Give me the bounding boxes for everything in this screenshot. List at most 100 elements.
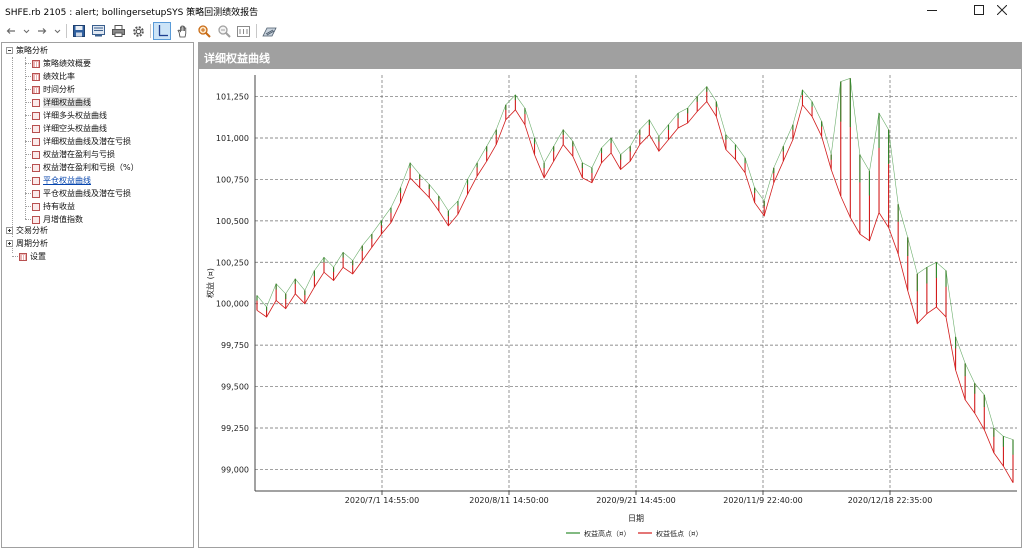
line-chart-icon	[32, 137, 40, 146]
collapse-icon[interactable]	[6, 47, 13, 54]
y-tick-label: 101,250	[216, 93, 249, 102]
line-chart-icon	[32, 215, 40, 224]
zoom-out-button[interactable]	[216, 22, 232, 40]
tree-node-item[interactable]: 时间分析	[32, 83, 75, 96]
print-button[interactable]	[110, 22, 126, 40]
equity-low-line	[256, 100, 1014, 483]
zoom-out-icon	[217, 24, 231, 38]
tree-guide-line	[25, 76, 33, 77]
tree-node-item[interactable]: 月增值指数	[32, 213, 83, 226]
dropdown-icon	[54, 29, 60, 34]
tree-node-label: 详细权益曲线	[43, 97, 91, 108]
export-icon	[261, 27, 277, 37]
export-button[interactable]	[260, 22, 278, 40]
cursor-icon	[158, 25, 168, 37]
equity-high-line	[256, 77, 1014, 440]
tree-guide-line	[12, 57, 13, 237]
line-chart-icon	[32, 111, 40, 120]
y-tick-label: 100,250	[216, 258, 249, 267]
tree-guide-line	[25, 167, 33, 168]
toolbar-separator	[150, 24, 151, 38]
y-tick-label: 99,500	[221, 383, 249, 392]
panel-header: 详细权益曲线	[199, 43, 1021, 69]
y-tick-label: 100,000	[216, 300, 249, 309]
tree-node-item[interactable]: 权益潜在盈利与亏损	[32, 148, 115, 161]
tree-guide-line	[12, 256, 20, 257]
tree-node-label: 详细权益曲线及潜在亏损	[43, 137, 131, 146]
minimize-button[interactable]	[910, 0, 954, 20]
tree-node-item[interactable]: 权益潜在盈利和亏损（%）	[32, 161, 139, 174]
line-chart-icon	[32, 150, 40, 159]
tree-node-item[interactable]: 详细权益曲线	[32, 96, 91, 109]
y-tick-label: 99,250	[221, 424, 249, 433]
line-chart-icon	[32, 202, 40, 211]
cursor-tool-button[interactable]	[153, 22, 171, 40]
tree-node-period-analysis[interactable]: 周期分析	[6, 237, 48, 250]
line-chart-icon	[32, 98, 40, 107]
table-icon	[32, 85, 40, 94]
tree-node-item[interactable]: 详细多头权益曲线	[32, 109, 107, 122]
y-tick-label: 100,500	[216, 217, 249, 226]
tree-node-label: 设置	[30, 252, 46, 261]
chart-view-icon	[236, 25, 250, 37]
title-bar: SHFE.rb 2105 : alert; bollingersetupSYS …	[0, 0, 1024, 20]
y-tick-label: 99,750	[221, 341, 249, 350]
tree-node-item[interactable]: 平仓权益曲线及潜在亏损	[32, 187, 131, 200]
tree-node-item[interactable]: 策略绩效概要	[32, 57, 91, 70]
tree-node-strategy-analysis[interactable]: 策略分析	[6, 44, 48, 57]
legend-label-high: 权益高点（¤）	[584, 529, 630, 538]
navigation-tree: 策略分析 交易分析 周期分析 设置 策略绩效概要 绩效比率 时间分析 详细权益曲线 详细…	[1, 42, 194, 548]
tree-node-trade-analysis[interactable]: 交易分析	[6, 224, 48, 237]
line-chart-icon	[32, 163, 40, 172]
x-tick-label: 2020/12/18 22:35:00	[848, 496, 933, 505]
x-tick-label: 2020/8/11 14:50:00	[469, 496, 549, 505]
tree-node-label: 持有收益	[43, 202, 75, 211]
zoom-in-icon	[197, 24, 211, 38]
x-axis-title: 日期	[628, 514, 644, 523]
close-icon	[997, 5, 1007, 15]
tree-node-item[interactable]: 详细空头权益曲线	[32, 122, 107, 135]
tree-node-label: 时间分析	[43, 85, 75, 94]
maximize-icon	[974, 5, 984, 15]
print-icon	[111, 25, 125, 37]
tree-guide-line	[25, 128, 33, 129]
back-dropdown[interactable]	[21, 22, 31, 40]
table-icon	[32, 72, 40, 81]
y-tick-label: 101,000	[216, 134, 249, 143]
forward-icon	[38, 28, 47, 34]
tree-node-label: 详细空头权益曲线	[43, 124, 107, 133]
tree-guide-line	[25, 89, 33, 90]
tree-guide-line	[25, 141, 33, 142]
forward-dropdown[interactable]	[52, 22, 62, 40]
tree-node-label: 策略分析	[16, 46, 48, 55]
tree-node-label: 策略绩效概要	[43, 59, 91, 68]
tree-node-item[interactable]: 详细权益曲线及潜在亏损	[32, 135, 131, 148]
panel-title: 详细权益曲线	[204, 52, 270, 65]
close-button[interactable]	[980, 0, 1024, 20]
tree-node-label: 权益潜在盈利和亏损（%）	[43, 163, 139, 172]
expand-icon[interactable]	[6, 240, 13, 247]
pan-tool-button[interactable]	[175, 22, 191, 40]
expand-icon[interactable]	[6, 227, 13, 234]
tree-node-label: 月增值指数	[43, 215, 83, 224]
print-preview-button[interactable]	[90, 22, 106, 40]
tree-node-item[interactable]: 平仓权益曲线	[32, 174, 91, 187]
x-tick-label: 2020/11/9 22:40:00	[723, 496, 803, 505]
chart-view-button[interactable]	[235, 22, 251, 40]
legend-label-low: 权益低点（¤）	[656, 529, 702, 538]
tree-node-label: 平仓权益曲线	[43, 176, 91, 185]
equity-curve-chart[interactable]: 99,000 99,250 99,500 99,750 100,000 100,250 10…	[199, 69, 1021, 547]
settings-button[interactable]	[130, 22, 146, 40]
tree-node-label: 平仓权益曲线及潜在亏损	[43, 189, 131, 198]
zoom-in-button[interactable]	[196, 22, 212, 40]
x-tick-label: 2020/7/1 14:55:00	[345, 496, 419, 505]
forward-button[interactable]	[36, 22, 48, 40]
report-panel: 详细权益曲线 99,000 99,250 99,500 99,750 100,000 10…	[198, 42, 1022, 548]
save-button[interactable]	[71, 22, 87, 40]
back-icon	[6, 28, 15, 34]
tree-node-settings[interactable]: 设置	[19, 250, 46, 263]
tree-node-item[interactable]: 持有收益	[32, 200, 75, 213]
tree-node-item[interactable]: 绩效比率	[32, 70, 75, 83]
maximize-button[interactable]	[957, 0, 1001, 20]
back-button[interactable]	[5, 22, 17, 40]
